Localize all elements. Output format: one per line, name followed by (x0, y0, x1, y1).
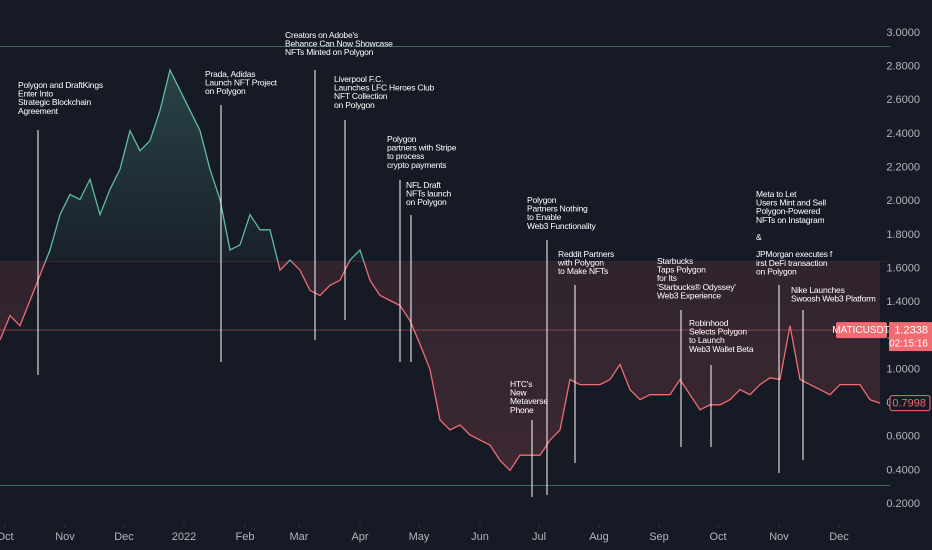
annotation-text: to process (387, 151, 424, 161)
annotation-text: to Enable (527, 212, 562, 222)
annotation-text: for Its (657, 273, 677, 283)
annotation-text: Liverpool F.C. (334, 74, 383, 84)
annotation-text: Nike Launches (791, 285, 845, 295)
y-tick-label: 0.2000 (886, 498, 920, 510)
annotation-text: & (756, 232, 762, 242)
annotation-text: Reddit Partners (558, 249, 614, 259)
annotation-text: NFTs on Instagram (756, 215, 825, 225)
y-tick-label: 2.0000 (886, 195, 920, 207)
x-tick-label: Nov (55, 531, 75, 543)
x-tick-label: Mar (290, 531, 309, 543)
annotation-text: NFL Draft (406, 180, 442, 190)
annotation-text: JPMorgan executes f (756, 249, 833, 259)
annotation-text: Metaverse (510, 396, 548, 406)
annotation-text: on Polygon (756, 266, 797, 276)
annotation-text: New (510, 388, 527, 398)
x-tick-label: Sep (649, 531, 669, 543)
x-tick-label: May (409, 531, 430, 543)
annotation-text: Web3 Functionality (527, 221, 596, 231)
annotation-text: Agreement (18, 106, 59, 116)
symbol-label: MATICUSDT (832, 325, 890, 336)
x-tick-label: Nov (769, 531, 789, 543)
annotation-text: irst DeFi transaction (756, 258, 828, 268)
y-tick-label: 2.8000 (886, 61, 920, 73)
annotation-text: Users Mint and Sell (756, 198, 826, 208)
annotation-text: Selects Polygon (689, 327, 747, 337)
annotation-text: Starbucks (657, 256, 693, 266)
annotation-text: Strategic Blockchain (18, 97, 91, 107)
y-tick-label: 1.8000 (886, 229, 920, 241)
price-line (0, 68, 881, 472)
price-box (889, 322, 932, 352)
annotation-text: Behance Can Now Showcase (285, 39, 393, 49)
x-tick-label: 2022 (172, 531, 196, 543)
annotation-text: Web3 Experience (657, 290, 721, 300)
annotation-text: to Make NFTs (558, 266, 608, 276)
annotation-text: Polygon and DraftKings (18, 80, 103, 90)
x-tick-label: Jun (471, 531, 489, 543)
x-tick-label: Dec (114, 531, 134, 543)
x-tick-label: Jul (532, 531, 546, 543)
annotation-text: NFTs launch (406, 189, 452, 199)
price-label: 1.2338 (894, 325, 928, 337)
annotation-text: to Launch (689, 335, 725, 345)
annotation-text: NFTs Minted on Polygon (285, 47, 374, 57)
annotation-text: on Polygon (205, 86, 246, 96)
countdown: 02:15:16 (889, 339, 928, 350)
y-tick-label: 2.2000 (886, 161, 920, 173)
symbol-box (836, 322, 887, 339)
annotation-text: Launches LFC Heroes Club (334, 83, 435, 93)
x-tick-label: Apr (351, 531, 368, 543)
x-tick-label: Oct (709, 531, 726, 543)
y-tick-label: 1.4000 (886, 296, 920, 308)
annotation-text: Polygon-Powered (756, 206, 821, 216)
close-label: 0.7998 (892, 398, 926, 410)
annotation-text: on Polygon (334, 100, 375, 110)
area (0, 70, 880, 471)
y-tick-label: 3.0000 (886, 27, 920, 39)
annotation-text: Polygon (387, 134, 417, 144)
annotation-text: Partners Nothing (527, 204, 588, 214)
annotation-text: Launch NFT Project (205, 78, 278, 88)
annotation-text: Web3 Wallet Beta (689, 344, 754, 354)
y-tick-label: 0.4000 (886, 464, 920, 476)
x-tick-label: Oct (0, 531, 14, 543)
x-tick-label: Dec (829, 531, 849, 543)
y-tick-label: 0.6000 (886, 431, 920, 443)
annotation-text: Polygon (527, 195, 557, 205)
annotation-text: Taps Polygon (657, 265, 706, 275)
annotation-text: NFT Collection (334, 91, 388, 101)
annotation-text: on Polygon (406, 197, 447, 207)
annotation-text: Creators on Adobe's (285, 30, 358, 40)
annotation-text: Enter Into (18, 89, 53, 99)
close-box (889, 395, 931, 412)
y-tick-label: 2.6000 (886, 94, 920, 106)
annotation-text: with Polygon (557, 258, 604, 268)
annotation-text: Phone (510, 405, 534, 415)
y-tick-label: 1.6000 (886, 262, 920, 274)
x-tick-label: Aug (589, 531, 609, 543)
annotation-text: crypto payments (387, 160, 446, 170)
annotation-text: Swoosh Web3 Platform (791, 294, 876, 304)
annotation-text: HTC's (510, 379, 532, 389)
annotation-text: Robinhood (689, 318, 729, 328)
annotation-text: Prada, Adidas (205, 69, 255, 79)
y-tick-label: 2.4000 (886, 128, 920, 140)
annotation-text: Meta to Let (756, 189, 797, 199)
x-tick-label: Feb (236, 531, 255, 543)
annotation-text: partners with Stripe (387, 143, 457, 153)
y-tick-label: 1.0000 (886, 363, 920, 375)
annotation-text: 'Starbucks® Odyssey' (657, 282, 736, 292)
